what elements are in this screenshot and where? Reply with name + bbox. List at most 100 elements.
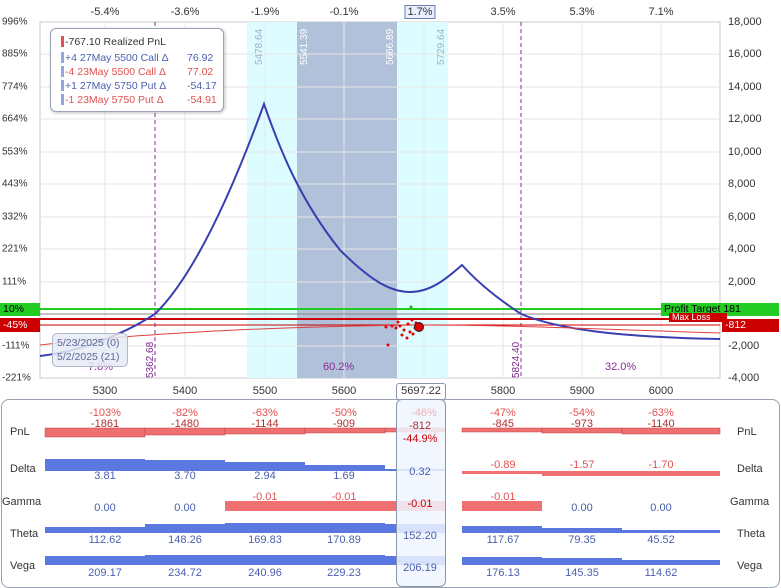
greek-label-right: PnL <box>737 426 757 438</box>
vega-cell: 176.13 <box>486 567 520 579</box>
grid <box>40 22 720 378</box>
greek-label-left: Delta <box>10 463 36 475</box>
vega-cell: 240.96 <box>248 567 282 579</box>
right-axis-label: -2,000 <box>728 340 760 352</box>
right-axis-label: 16,000 <box>728 48 762 60</box>
legend-position-row[interactable]: +4 27May 5500 Call Δ 76.92 <box>61 52 213 64</box>
pnl-value-cell: -1480 <box>170 418 200 430</box>
gamma-cell: 0.00 <box>571 502 593 514</box>
top-pct-label: -5.4% <box>90 6 120 18</box>
theta-cell: 79.35 <box>568 534 596 546</box>
theta-cell: 117.67 <box>486 534 520 546</box>
current-delta-value: 0.32 <box>409 466 431 478</box>
gamma-cell: -0.01 <box>331 491 357 503</box>
greek-label-left: PnL <box>10 426 30 438</box>
pnl-pct-cell: -54% <box>569 407 595 419</box>
expiration-date: 5/23/2025 (0) <box>57 337 120 349</box>
top-pct-label: 5.3% <box>569 6 595 18</box>
pnl-pct-cell: -63% <box>252 407 278 419</box>
pnl-value-cell: -909 <box>332 418 356 430</box>
svg-text:5729.64: 5729.64 <box>436 28 447 65</box>
current-position-marker <box>414 322 424 332</box>
pnl-value-cell: -1861 <box>90 418 120 430</box>
left-axis-label: 774% <box>2 81 28 93</box>
legend-position-row[interactable]: +1 27May 5750 Put Δ -54.17 <box>61 80 217 92</box>
right-axis-label: 6,000 <box>728 211 756 223</box>
left-axis-label: -221% <box>2 372 31 384</box>
profit-target-tag[interactable]: Profit Target 181 <box>661 303 779 316</box>
greek-label-right: Gamma <box>730 496 770 508</box>
theta-cell: 148.26 <box>168 534 202 546</box>
delta-cell: 3.70 <box>174 470 196 482</box>
gamma-cell: 0.00 <box>94 502 116 514</box>
breakeven-label-high: 5824.40 <box>511 341 522 378</box>
left-axis-label: -111% <box>2 340 30 352</box>
gamma-cell: -0.01 <box>490 491 516 503</box>
price-axis-label: 5400 <box>172 385 198 397</box>
pnl-pct-cell: -82% <box>172 407 198 419</box>
svg-text:5541.39: 5541.39 <box>299 28 310 65</box>
delta-cell: -1.57 <box>569 459 595 471</box>
left-axis-label: 885% <box>2 48 28 60</box>
right-axis-label: 10,000 <box>728 146 762 158</box>
loss-pct-tag: -45% <box>0 319 40 332</box>
vega-cell: 234.72 <box>168 567 202 579</box>
delta-cell: 1.69 <box>333 470 355 482</box>
top-pct-label: -1.9% <box>250 6 280 18</box>
left-axis-label: 996% <box>2 16 28 28</box>
greek-label-left: Theta <box>10 528 39 540</box>
left-axis-label: 221% <box>2 243 28 255</box>
left-axis-label: 664% <box>2 113 28 125</box>
analysis-date: 5/2/2025 (21) <box>57 351 120 363</box>
positions-legend[interactable]: -767.10 Realized PnL +4 27May 5500 Call … <box>50 28 224 112</box>
top-pct-label: 3.5% <box>490 6 516 18</box>
vega-cell: 114.62 <box>644 567 678 579</box>
greek-label-right: Theta <box>737 528 766 540</box>
current-pnl-value: -812 <box>408 420 432 432</box>
left-axis-label: 443% <box>2 178 28 190</box>
price-axis-label: 5500 <box>252 385 278 397</box>
price-axis-label: 5300 <box>92 385 118 397</box>
right-axis-label: 14,000 <box>728 81 762 93</box>
delta-cell: 3.81 <box>94 470 116 482</box>
top-pct-label: 1.7% <box>404 5 436 19</box>
svg-text:32.0%: 32.0% <box>605 361 636 373</box>
pnl-pct-cell: -46% <box>411 407 437 419</box>
greek-label-left: Gamma <box>2 496 42 508</box>
pnl-value-cell: -973 <box>570 418 594 430</box>
price-axis-label: 5900 <box>569 385 595 397</box>
pnl-pct-cell: -63% <box>648 407 674 419</box>
payoff-chart[interactable]: 5478.64 5541.39 5666.89 5729.64 5362.68 … <box>0 0 781 400</box>
greek-label-right: Vega <box>737 560 763 572</box>
left-axis-label: 553% <box>2 146 28 158</box>
theta-cell: 112.62 <box>88 534 122 546</box>
max-loss-tag[interactable]: Max Loss <box>669 313 727 322</box>
gamma-cell: -0.01 <box>252 491 278 503</box>
delta-cell: -0.89 <box>490 459 516 471</box>
date-selector[interactable]: 5/23/2025 (0) 5/2/2025 (21) <box>52 333 128 367</box>
legend-position-row[interactable]: -1 23May 5750 Put Δ -54.91 <box>61 94 217 106</box>
right-axis-label: 2,000 <box>728 276 756 288</box>
pnl-value-cell: -1144 <box>251 418 279 430</box>
current-price-label: 5697.22 <box>396 383 446 400</box>
right-axis-label: -4,000 <box>728 372 760 384</box>
greek-label-right: Delta <box>737 463 763 475</box>
svg-text:5478.64: 5478.64 <box>254 28 265 65</box>
right-axis-label: 8,000 <box>728 178 756 190</box>
pnl-pct-cell: -50% <box>331 407 357 419</box>
theta-cell: 169.83 <box>248 534 282 546</box>
greek-label-left: Vega <box>10 560 36 572</box>
breakeven-label-low: 5362.68 <box>145 341 156 378</box>
vega-cell: 229.23 <box>327 567 361 579</box>
right-axis-label: 18,000 <box>728 16 762 28</box>
left-axis-label: 111% <box>2 276 27 288</box>
legend-position-row[interactable]: -4 23May 5500 Call Δ 77.02 <box>61 66 213 78</box>
pnl-value-cell: -1140 <box>647 418 675 430</box>
max-loss-value-tag: -812 <box>722 319 779 332</box>
price-axis-label: 5600 <box>331 385 357 397</box>
svg-text:5666.89: 5666.89 <box>385 28 396 65</box>
left-axis-label: 332% <box>2 211 28 223</box>
theta-cell: 170.89 <box>327 534 361 546</box>
vega-cell: 209.17 <box>88 567 122 579</box>
top-pct-label: -3.6% <box>170 6 200 18</box>
